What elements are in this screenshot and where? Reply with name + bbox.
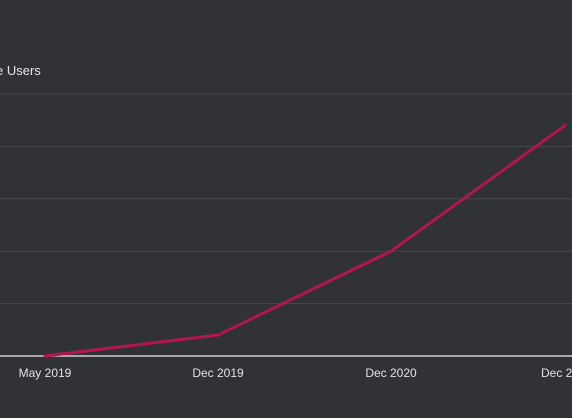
data-point xyxy=(43,354,47,358)
series-line-users xyxy=(43,123,567,358)
data-point xyxy=(216,333,220,337)
x-tick-labels: May 2019 Dec 2019 Dec 2020 Dec 20 xyxy=(19,366,572,380)
gridlines xyxy=(0,93,572,305)
data-points xyxy=(43,123,567,358)
data-point xyxy=(563,123,567,127)
series-title: e Users xyxy=(0,63,41,78)
x-tick-label: May 2019 xyxy=(19,366,72,380)
x-tick-label: Dec 2020 xyxy=(365,366,417,380)
x-tick-label: Dec 20 xyxy=(541,366,572,380)
data-point xyxy=(389,249,393,253)
x-tick-label: Dec 2019 xyxy=(192,366,244,380)
